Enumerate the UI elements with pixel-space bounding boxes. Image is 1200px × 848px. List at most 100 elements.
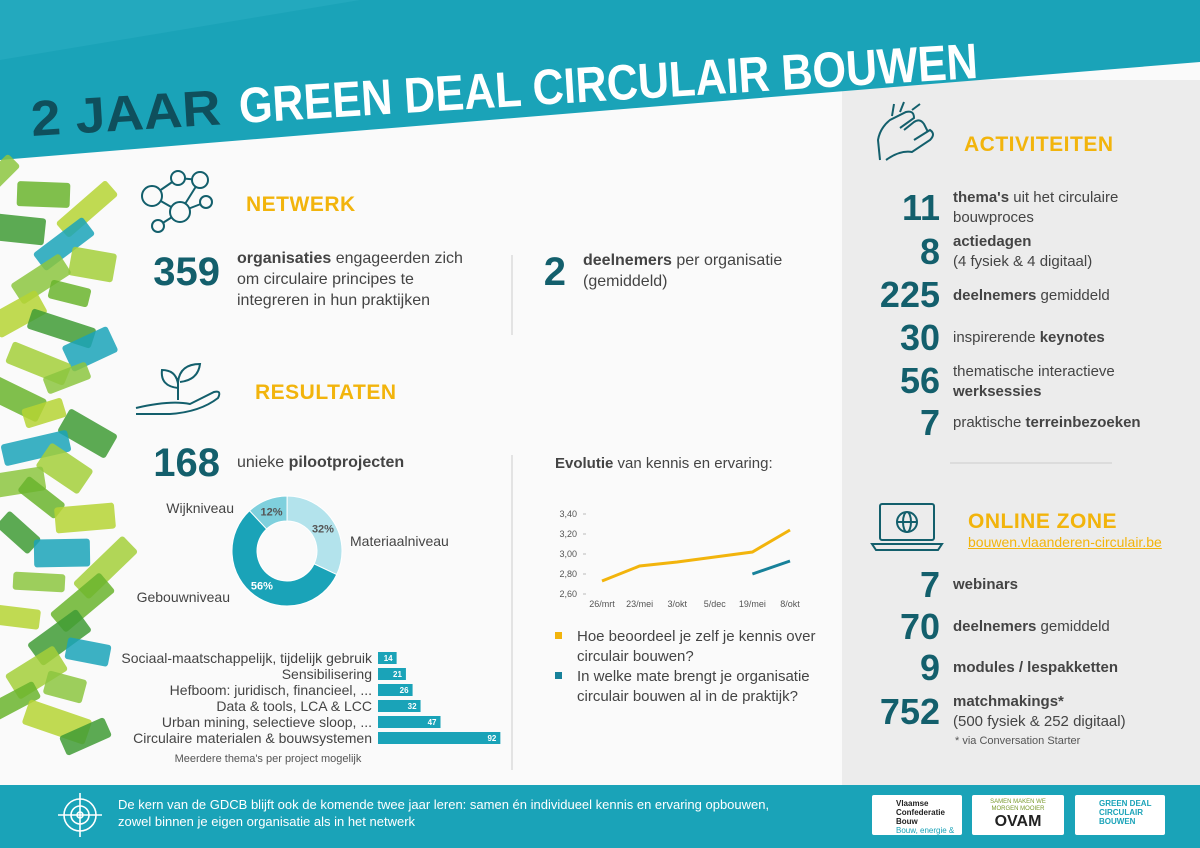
text-run: Evolutie bbox=[555, 455, 614, 472]
data-label: 32 bbox=[408, 702, 417, 711]
footer-text: De kern van de GDCB blijft ook de komend… bbox=[118, 797, 770, 829]
x-tick-label: 8/okt bbox=[780, 599, 800, 609]
stat-text: organisaties engageerden zich om circula… bbox=[237, 248, 487, 311]
header-band bbox=[0, 0, 1200, 160]
stat-number: 7 bbox=[919, 564, 940, 605]
text-run: deelnemers bbox=[953, 287, 1037, 304]
text-run: terreinbezoeken bbox=[1025, 414, 1141, 431]
x-tick-label: 23/mei bbox=[626, 599, 653, 609]
data-label: 47 bbox=[428, 718, 437, 727]
stat-text: deelnemers per organisatie (gemiddeld) bbox=[583, 250, 803, 292]
y-tick-label: 2,60 bbox=[559, 589, 577, 599]
text-run: deelnemers bbox=[583, 252, 672, 269]
lego-brick bbox=[47, 279, 92, 308]
stat-subtext: (500 fysiek & 252 digitaal) bbox=[953, 713, 1126, 730]
x-tick-label: 19/mei bbox=[739, 599, 766, 609]
lego-brick bbox=[18, 476, 65, 519]
text-run: gemiddeld bbox=[1036, 287, 1110, 304]
header-shade bbox=[0, 0, 360, 60]
lego-brick bbox=[54, 502, 116, 534]
stat-number: 30 bbox=[899, 317, 940, 358]
text-run: unieke bbox=[237, 454, 289, 471]
y-tick-label: 3,20 bbox=[559, 529, 577, 539]
stat-subtext: (4 fysiek & 4 digitaal) bbox=[953, 253, 1093, 270]
text-run: modules / lespakketten bbox=[953, 659, 1119, 676]
bar bbox=[378, 700, 421, 712]
text-run: thema's bbox=[953, 189, 1010, 206]
lego-brick bbox=[64, 637, 112, 667]
legend-swatch bbox=[555, 672, 562, 679]
category-label: Circulaire materialen & bouwsystemen bbox=[133, 730, 372, 746]
stat-text: unieke pilootprojecten bbox=[237, 452, 487, 473]
stat-text: webinars bbox=[953, 575, 1168, 595]
logo-name: Vlaamse Confederatie Bouw bbox=[896, 799, 945, 826]
monitor-icon bbox=[870, 503, 944, 551]
text-run: inspirerende bbox=[953, 329, 1040, 346]
data-label: 32% bbox=[312, 523, 334, 535]
bar bbox=[378, 684, 413, 696]
footnote: * via Conversation Starter bbox=[955, 735, 1081, 747]
lego-brick bbox=[68, 246, 117, 283]
stat-number: 359 bbox=[153, 250, 220, 294]
lego-brick bbox=[11, 254, 71, 304]
text-run: uit het circulaire bouwproces bbox=[953, 189, 1119, 226]
chart-note: Meerdere thema's per project mogelijk bbox=[175, 753, 362, 765]
lego-brick bbox=[21, 398, 67, 428]
y-tick-label: 3,40 bbox=[559, 509, 577, 519]
bar bbox=[378, 716, 441, 728]
lego-brick bbox=[0, 154, 20, 194]
section-heading: ONLINE ZONE bbox=[968, 510, 1118, 533]
lego-brick bbox=[0, 604, 41, 630]
stat-text: thematische interactieve werksessies bbox=[953, 362, 1168, 402]
bar bbox=[378, 652, 397, 664]
category-label: Sensibilisering bbox=[282, 666, 372, 682]
stat-text: deelnemers gemiddeld bbox=[953, 286, 1168, 306]
line-series bbox=[751, 559, 791, 576]
hands-icon bbox=[876, 101, 934, 161]
lego-brick bbox=[5, 646, 68, 699]
lego-brick bbox=[62, 326, 118, 372]
chart-title: Evolutie van kennis en ervaring: bbox=[555, 454, 835, 474]
category-label: Sociaal-maatschappelijk, tijdelijk gebru… bbox=[121, 650, 373, 666]
text-run: praktische bbox=[953, 414, 1026, 431]
stat-text: matchmakings* (500 fysiek & 252 digitaal) bbox=[953, 692, 1168, 732]
lego-brick bbox=[43, 670, 87, 704]
text-run: pilootprojecten bbox=[288, 454, 405, 471]
text-run: van kennis en ervaring: bbox=[613, 455, 773, 472]
plant-icon bbox=[135, 362, 221, 415]
text-run: actiedagen bbox=[953, 233, 1032, 250]
category-label: Wijkniveau bbox=[166, 500, 234, 516]
data-label: 14 bbox=[384, 654, 393, 663]
stat-text: thema's uit het circulaire bouwproces bbox=[953, 188, 1168, 228]
logo-name: GREEN DEAL CIRCULAIR BOUWEN bbox=[1099, 799, 1152, 826]
data-label: 56% bbox=[251, 580, 273, 592]
text-run: webinars bbox=[953, 576, 1019, 593]
website-link[interactable]: bouwen.vlaanderen-circulair.be bbox=[968, 534, 1162, 550]
legend-label: Hoe beoordeel je zelf je kennis over cir… bbox=[577, 628, 816, 665]
text-run: per organisatie (gemiddeld) bbox=[583, 252, 783, 290]
logo-tagline: Bouw, energie & milieu bbox=[896, 826, 955, 844]
lego-brick bbox=[0, 213, 46, 246]
stat-number: 225 bbox=[879, 274, 940, 315]
y-tick-label: 2,80 bbox=[559, 569, 577, 579]
logo: Vlaamse Confederatie Bouw Bouw, energie &… bbox=[872, 795, 962, 844]
lego-brick bbox=[0, 290, 47, 338]
logo-name: OVAM bbox=[994, 813, 1042, 830]
bar bbox=[378, 732, 501, 744]
lego-brick bbox=[33, 217, 95, 271]
category-label: Materiaalniveau bbox=[350, 533, 449, 549]
category-label: Hefboom: juridisch, financieel, ... bbox=[170, 682, 372, 698]
lego-brick bbox=[56, 181, 118, 237]
data-label: 92 bbox=[487, 734, 496, 743]
stat-number: 70 bbox=[899, 606, 940, 647]
category-label: Gebouwniveau bbox=[137, 589, 230, 605]
bar bbox=[378, 668, 406, 680]
category-label: Data & tools, LCA & LCC bbox=[216, 698, 372, 714]
stat-number: 2 bbox=[543, 250, 566, 294]
target-icon bbox=[58, 793, 102, 837]
x-tick-label: 3/okt bbox=[667, 599, 687, 609]
data-label: 21 bbox=[393, 670, 402, 679]
stat-text: praktische terreinbezoeken bbox=[953, 413, 1168, 433]
text-run: organisaties bbox=[237, 250, 332, 267]
